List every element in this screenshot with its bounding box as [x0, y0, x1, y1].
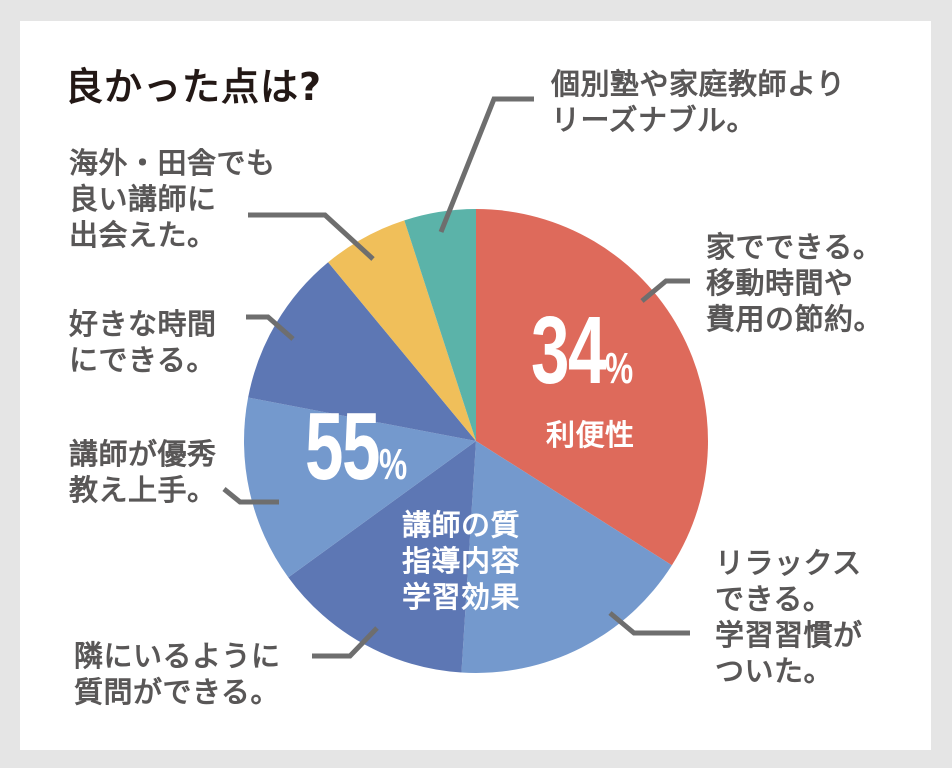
pie-slice: [328, 220, 476, 441]
leader-line-home: [640, 278, 690, 303]
leader-line-excellent: [222, 487, 279, 505]
leader-line-neighbor: [312, 626, 379, 659]
pie-slices: [244, 209, 708, 673]
instructor-label: 講師の質 指導内容 学習効果: [402, 508, 521, 614]
instructor-percent: 55%: [305, 393, 408, 500]
pie-slice: [248, 262, 476, 441]
pie-slice: [288, 441, 476, 673]
label-excellent: 講師が優秀 教え上手。: [69, 437, 217, 507]
leader-line-overseas: [248, 212, 375, 261]
leader-line-reasonable: [438, 96, 534, 233]
label-relax: リラックス できる。 学習習慣が ついた。: [715, 546, 863, 688]
leader-line-favorite-time: [246, 314, 295, 341]
pie-slice: [461, 441, 672, 673]
pie-slice: [476, 209, 708, 566]
leader-lines: [222, 96, 690, 659]
pie-slice: [244, 397, 476, 578]
label-reasonable: 個別塾や家庭教師より リーズナブル。: [551, 67, 846, 137]
label-home: 家でできる。 移動時間や 費用の節約。: [706, 230, 884, 336]
chart-title: 良かった点は?: [65, 65, 323, 109]
leader-line-relax: [608, 611, 690, 636]
pie-slice: [404, 209, 476, 441]
convenience-label: 利便性: [546, 418, 635, 452]
label-neighbor: 隣にいるように 質問ができる。: [74, 639, 281, 709]
label-overseas: 海外・田舎でも 良い講師に 出会えた。: [69, 146, 276, 252]
label-favorite-time: 好きな時間 にできる。: [69, 307, 217, 377]
convenience-percent: 34%: [531, 297, 634, 404]
